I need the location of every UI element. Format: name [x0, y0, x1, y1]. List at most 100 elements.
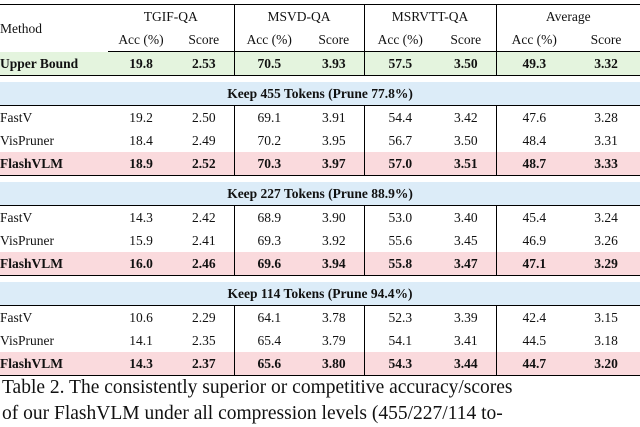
table-cell: 44.7	[496, 352, 573, 376]
table-cell: 2.41	[174, 229, 235, 252]
table-caption: Table 2. The consistently superior or co…	[2, 375, 638, 427]
section-title: Keep 114 Tokens (Prune 94.4%)	[0, 282, 640, 306]
row-method: FlashVLM	[0, 352, 108, 376]
row-method: Upper Bound	[0, 51, 108, 76]
table-cell: 2.42	[174, 205, 235, 229]
msrvtt-qa-header: MSRVTT-QA	[364, 4, 497, 28]
table-cell: 48.7	[496, 152, 573, 176]
table-row: VisPruner 15.9 2.41 69.3 3.92 55.6 3.45 46.9 3.2…	[0, 229, 640, 252]
row-method: FlashVLM	[0, 252, 108, 276]
table-cell: 70.3	[234, 152, 304, 176]
table-body: Upper Bound 19.8 2.53 70.5 3.93 57.5 3.5…	[0, 51, 640, 376]
results-table: Method TGIF-QA MSVD-QA MSRVTT-QA Average…	[0, 4, 640, 376]
average-header: Average	[496, 4, 640, 28]
table-cell: 3.28	[594, 110, 618, 125]
table-cell: 3.90	[304, 205, 365, 229]
table-cell: 53.0	[388, 210, 413, 225]
row-method: VisPruner	[0, 233, 54, 248]
row-method: FastV	[0, 310, 33, 325]
table-cell: 48.4	[522, 133, 547, 148]
table-cell: 3.79	[304, 329, 365, 352]
table-cell: 3.80	[304, 352, 365, 376]
table-cell: 54.1	[388, 333, 413, 348]
table-cell: 3.91	[304, 105, 365, 129]
table-row: VisPruner 18.4 2.49 70.2 3.95 56.7 3.50 48.4 3.3…	[0, 129, 640, 152]
acc-header: Acc (%)	[364, 28, 437, 52]
tgif-qa-header: TGIF-QA	[108, 4, 235, 28]
table-cell: 18.9	[108, 152, 174, 176]
row-method: FastV	[0, 210, 33, 225]
table-cell: 3.92	[304, 229, 365, 252]
table-cell: 3.32	[572, 51, 640, 76]
table-cell: 2.50	[174, 105, 235, 129]
score-header: Score	[304, 28, 365, 52]
section-spacer	[0, 275, 640, 282]
subheader-row: Acc (%) Score Acc (%) Score Acc (%) Scor…	[0, 28, 640, 52]
acc-header: Acc (%)	[234, 28, 304, 52]
table-cell: 2.37	[174, 352, 235, 376]
table-cell: 16.0	[108, 252, 174, 276]
table-cell: 3.78	[304, 305, 365, 329]
table-cell: 14.1	[129, 333, 153, 348]
row-method: VisPruner	[0, 333, 54, 348]
row-method: FastV	[0, 110, 33, 125]
section-header-row: Keep 227 Tokens (Prune 88.9%)	[0, 182, 640, 206]
score-header: Score	[436, 28, 497, 52]
table-cell: 2.52	[174, 152, 235, 176]
section-title: Keep 227 Tokens (Prune 88.9%)	[0, 182, 640, 206]
table-cell: 54.4	[388, 110, 413, 125]
table-cell: 2.46	[174, 252, 235, 276]
table-cell: 3.24	[594, 210, 618, 225]
table-cell: 3.97	[304, 152, 365, 176]
table-cell: 10.6	[129, 310, 153, 325]
table-cell: 3.31	[594, 133, 618, 148]
table-cell: 52.3	[388, 310, 413, 325]
table-cell: 56.7	[388, 133, 413, 148]
table-cell: 2.29	[174, 305, 235, 329]
upper-bound-row: Upper Bound 19.8 2.53 70.5 3.93 57.5 3.5…	[0, 51, 640, 76]
table-cell: 3.94	[304, 252, 365, 276]
table-cell: 3.33	[572, 152, 640, 176]
table-cell: 57.5	[364, 51, 437, 76]
table-cell: 2.49	[174, 129, 235, 152]
table-cell: 19.2	[129, 110, 153, 125]
table-cell: 65.6	[234, 352, 304, 376]
table-cell: 69.3	[257, 233, 282, 248]
table-cell: 3.20	[572, 352, 640, 376]
table-cell: 2.53	[174, 51, 235, 76]
table-cell: 3.40	[436, 205, 497, 229]
table-cell: 3.50	[436, 51, 497, 76]
score-header: Score	[572, 28, 640, 52]
table-cell: 55.8	[364, 252, 437, 276]
row-method: VisPruner	[0, 133, 54, 148]
table-cell: 2.35	[174, 329, 235, 352]
table-cell: 70.2	[257, 133, 282, 148]
table-cell: 15.9	[129, 233, 153, 248]
section-spacer	[0, 75, 640, 82]
table-cell: 42.4	[522, 310, 547, 325]
table-cell: 14.3	[108, 352, 174, 376]
table-cell: 3.15	[594, 310, 618, 325]
table-cell: 47.1	[496, 252, 573, 276]
section-header-row: Keep 455 Tokens (Prune 77.8%)	[0, 82, 640, 106]
table-cell: 3.26	[594, 233, 618, 248]
table-cell: 57.0	[364, 152, 437, 176]
section-header-row: Keep 114 Tokens (Prune 94.4%)	[0, 282, 640, 306]
table-cell: 69.1	[257, 110, 282, 125]
header-row: Method TGIF-QA MSVD-QA MSRVTT-QA Average	[0, 4, 640, 52]
table-cell: 19.8	[108, 51, 174, 76]
table-cell: 64.1	[257, 310, 282, 325]
section-spacer	[0, 175, 640, 182]
table-cell: 44.5	[522, 333, 547, 348]
table-cell: 3.18	[594, 333, 618, 348]
table-row: VisPruner 14.1 2.35 65.4 3.79 54.1 3.41 44.5 3.1…	[0, 329, 640, 352]
table-cell: 55.6	[388, 233, 413, 248]
flashvlm-row: FlashVLM 16.0 2.46 69.6 3.94 55.8 3.47 47.1 3.29	[0, 252, 640, 276]
table-cell: 3.41	[436, 329, 497, 352]
flashvlm-row: FlashVLM 14.3 2.37 65.6 3.80 54.3 3.44 44.7 3.20	[0, 352, 640, 376]
spacer-cell	[0, 75, 640, 82]
table-cell: 3.51	[436, 152, 497, 176]
table-cell: 69.6	[234, 252, 304, 276]
table-cell: 49.3	[496, 51, 573, 76]
table-row: FastV 19.2 2.50 69.1 3.91 54.4 3.42 47.6 3.28	[0, 105, 640, 129]
